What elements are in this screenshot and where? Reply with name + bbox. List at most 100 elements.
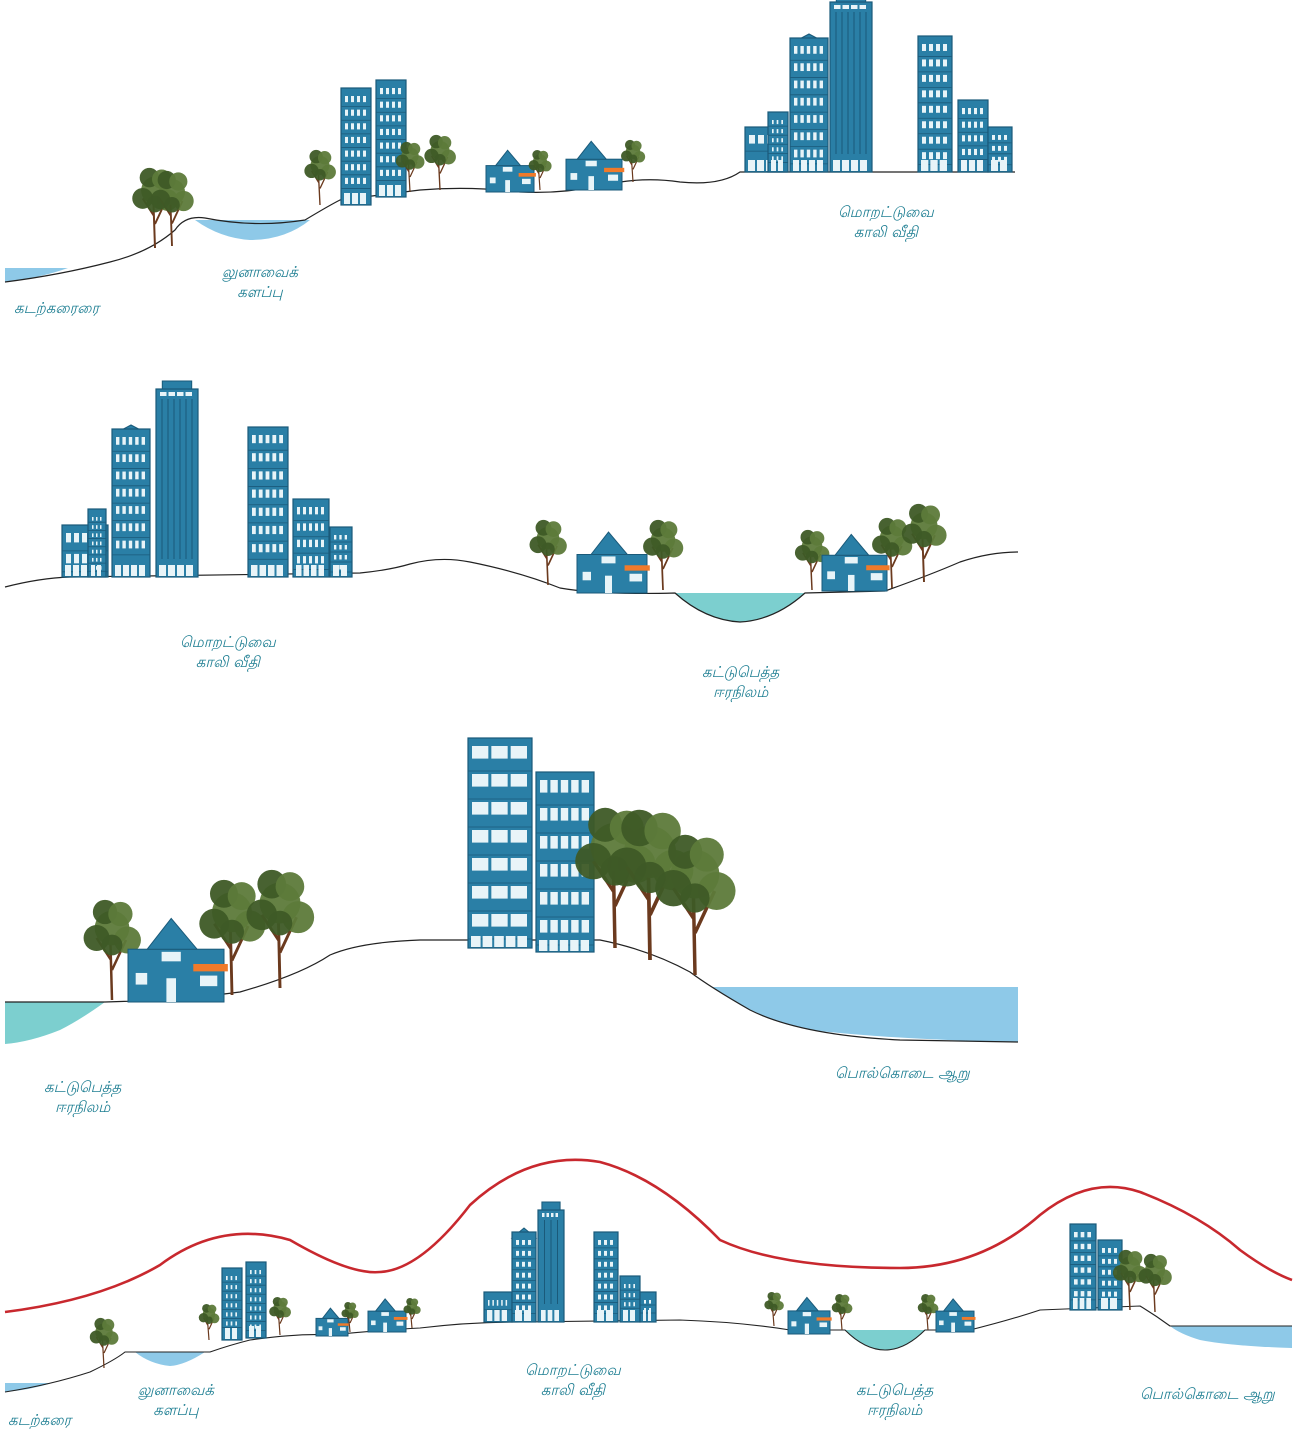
label-text: கட்டுபெத்த	[856, 1381, 934, 1399]
building-icon	[917, 35, 953, 173]
building-icon	[483, 1291, 513, 1323]
building-icon	[340, 87, 372, 206]
house-icon	[367, 1298, 408, 1333]
tree-icon	[403, 1297, 421, 1329]
p1-ground-line	[4, 171, 1015, 283]
house-icon	[565, 140, 625, 191]
tree-icon	[764, 1291, 784, 1327]
building-icon	[829, 0, 873, 173]
label-lagoon-1: லுனாவைக் களப்பு	[222, 262, 298, 302]
tree-icon	[529, 519, 567, 586]
tree-icon	[528, 149, 552, 191]
label-text: காலி வீதி	[853, 223, 918, 241]
label-river-4: பொல்கொடை ஆறு	[1140, 1384, 1275, 1404]
tree-icon	[621, 139, 646, 183]
label-text: ஈரநிலம்	[713, 683, 769, 701]
tree-icon	[901, 503, 947, 583]
building-icon	[111, 424, 151, 578]
label-text: பொல்கொடை ஆறு	[835, 1064, 970, 1082]
p3-water-river	[712, 987, 1018, 1042]
label-text: பொல்கொடை ஆறு	[1140, 1385, 1275, 1403]
label-text: கடற்கரை	[8, 1411, 72, 1429]
building-icon	[957, 99, 989, 173]
building-icon	[767, 111, 789, 173]
label-road-4: மொறட்டுவை காலி வீதி	[525, 1360, 621, 1400]
tree-icon	[424, 134, 456, 191]
building-icon	[155, 380, 199, 578]
label-text: காலி வீதி	[540, 1381, 605, 1399]
house-icon	[127, 917, 228, 1003]
tree-icon	[198, 1303, 220, 1341]
tree-icon	[872, 517, 913, 589]
building-icon	[789, 33, 829, 173]
label-river-3: பொல்கொடை ஆறு	[835, 1063, 970, 1083]
label-text: கட்டுபெத்த	[702, 663, 780, 681]
building-icon	[1069, 1223, 1097, 1311]
tree-icon	[341, 1301, 359, 1333]
p4-water-river	[1170, 1326, 1292, 1348]
building-icon	[329, 526, 353, 578]
building-icon	[467, 737, 533, 949]
p4-water-lagoon	[135, 1352, 205, 1366]
label-text: காலி வீதி	[195, 653, 260, 671]
p4-profile-curve	[4, 1158, 1293, 1314]
label-text: மொறட்டுவை	[525, 1361, 621, 1379]
house-icon	[576, 531, 650, 594]
house-icon	[315, 1307, 350, 1337]
building-icon	[292, 498, 330, 578]
label-text: கட்டுபெத்த	[44, 1078, 122, 1096]
label-text: மொறட்டுவை	[838, 203, 934, 221]
building-icon	[593, 1231, 619, 1323]
label-text: லுனாவைக்	[222, 263, 298, 281]
label-text: ஈரநிலம்	[55, 1098, 111, 1116]
label-text: மொறட்டுவை	[180, 633, 276, 651]
tree-icon	[831, 1293, 853, 1331]
building-icon	[987, 126, 1013, 173]
house-icon	[821, 533, 890, 592]
house-icon	[485, 149, 536, 193]
tree-icon	[304, 149, 336, 206]
building-icon	[375, 79, 407, 198]
label-beach-4: கடற்கரை	[8, 1410, 71, 1430]
tree-icon	[395, 141, 425, 193]
label-text: கடற்கரைரை	[14, 299, 100, 317]
tree-icon	[655, 834, 736, 976]
panel-4	[4, 1158, 1293, 1393]
p4-ground-line	[4, 1305, 1292, 1393]
panel-1	[4, 171, 1015, 283]
p2-water-wetland	[675, 593, 805, 622]
label-text: களப்பு	[153, 1401, 199, 1419]
scene-assets	[61, 0, 1172, 1369]
p1-water-lagoon	[195, 220, 310, 240]
label-road-2: மொறட்டுவை காலி வீதி	[180, 632, 276, 672]
tree-icon	[794, 529, 830, 591]
tree-icon	[83, 899, 141, 1001]
label-wetland-4: கட்டுபெத்த ஈரநிலம்	[856, 1380, 933, 1420]
tree-icon	[643, 519, 684, 591]
building-icon	[245, 1261, 267, 1339]
label-beach-1: கடற்கரைரை	[14, 298, 99, 318]
building-icon	[221, 1267, 243, 1341]
tree-icon	[246, 869, 315, 989]
p1-water-beach	[5, 268, 68, 282]
label-lagoon-4: லுனாவைக் களப்பு	[138, 1380, 214, 1420]
label-road-1: மொறட்டுவை காலி வீதி	[838, 202, 934, 242]
label-wetland-2: கட்டுபெத்த ஈரநிலம்	[702, 662, 779, 702]
label-text: லுனாவைக்	[138, 1381, 214, 1399]
tree-icon	[269, 1296, 291, 1336]
building-icon	[247, 426, 289, 578]
house-icon	[935, 1298, 976, 1333]
label-text: களப்பு	[237, 283, 283, 301]
tree-icon	[150, 170, 194, 247]
building-icon	[87, 508, 107, 578]
label-wetland-3: கட்டுபெத்த ஈரநிலம்	[44, 1077, 121, 1117]
tree-icon	[1138, 1253, 1172, 1313]
building-icon	[510, 1227, 538, 1323]
p3-water-wetland	[5, 1002, 105, 1044]
building-icon	[619, 1275, 641, 1323]
tree-icon	[89, 1317, 119, 1369]
building-icon	[537, 1201, 565, 1323]
tree-icon	[917, 1293, 939, 1331]
house-icon	[787, 1296, 832, 1335]
